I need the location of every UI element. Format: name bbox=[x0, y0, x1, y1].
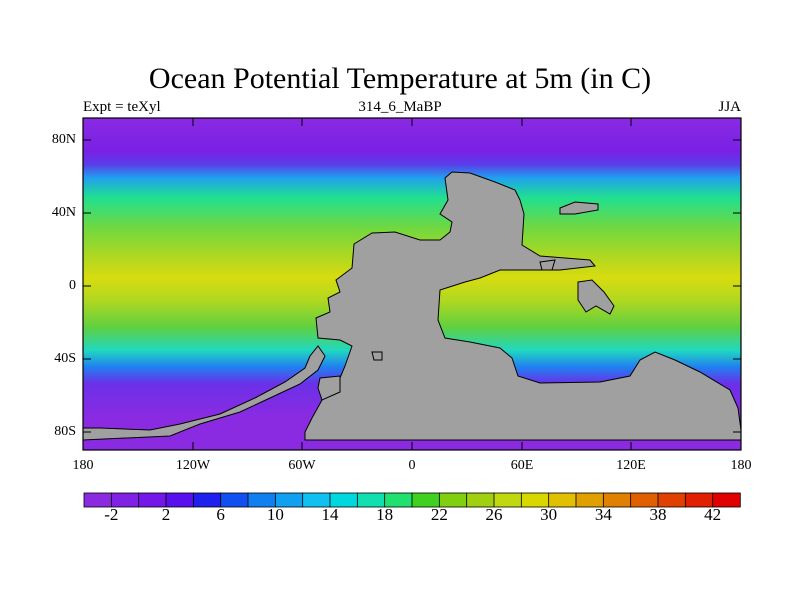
lon-label: 0 bbox=[408, 458, 416, 473]
lon-label: 60E bbox=[510, 458, 534, 473]
map-title: Ocean Potential Temperature at 5m (in C) bbox=[148, 62, 652, 95]
western-island bbox=[317, 375, 341, 401]
colorbar-label: 18 bbox=[376, 505, 394, 524]
lon-label: 120E bbox=[616, 458, 646, 473]
western-peninsula bbox=[82, 345, 326, 441]
colorbar-label: 10 bbox=[266, 505, 284, 524]
colorbar-label: 2 bbox=[161, 505, 171, 524]
colorbar-label: 14 bbox=[321, 505, 339, 524]
colorbar-label: 6 bbox=[216, 505, 225, 524]
lat-label: 80N bbox=[51, 132, 76, 147]
lon-label: 180 bbox=[72, 458, 94, 473]
colorbar-label: 38 bbox=[649, 505, 667, 524]
lat-label: 80S bbox=[54, 424, 76, 439]
tethys-island bbox=[559, 201, 599, 215]
land-masses bbox=[82, 171, 742, 441]
colorbar-swatch bbox=[712, 492, 741, 508]
colorbar-label: -2 bbox=[104, 505, 119, 524]
western-island bbox=[371, 351, 383, 361]
lon-label: 120W bbox=[175, 458, 211, 473]
tethys-island bbox=[539, 259, 556, 271]
colorbar bbox=[83, 492, 741, 508]
time-period-label: 314_6_MaBP bbox=[358, 99, 442, 115]
lon-label: 180 bbox=[730, 458, 752, 473]
colorbar-swatch bbox=[165, 492, 195, 508]
colorbar-label: 26 bbox=[485, 505, 503, 524]
pangaea-landmass bbox=[304, 171, 742, 441]
colorbar-label: 34 bbox=[594, 505, 612, 524]
lat-label: 40N bbox=[51, 205, 76, 220]
season-label: JJA bbox=[718, 99, 741, 115]
tethys-island bbox=[577, 279, 615, 315]
colorbar-label: 30 bbox=[540, 505, 558, 524]
colorbar-label: 22 bbox=[430, 505, 448, 524]
axis-ticks bbox=[82, 118, 742, 450]
colorbar-label: 42 bbox=[704, 505, 722, 524]
lat-label: 40S bbox=[54, 351, 76, 366]
lon-label: 60W bbox=[288, 458, 316, 473]
lat-label: 0 bbox=[69, 278, 76, 293]
experiment-label: Expt = teXyl bbox=[83, 99, 161, 115]
